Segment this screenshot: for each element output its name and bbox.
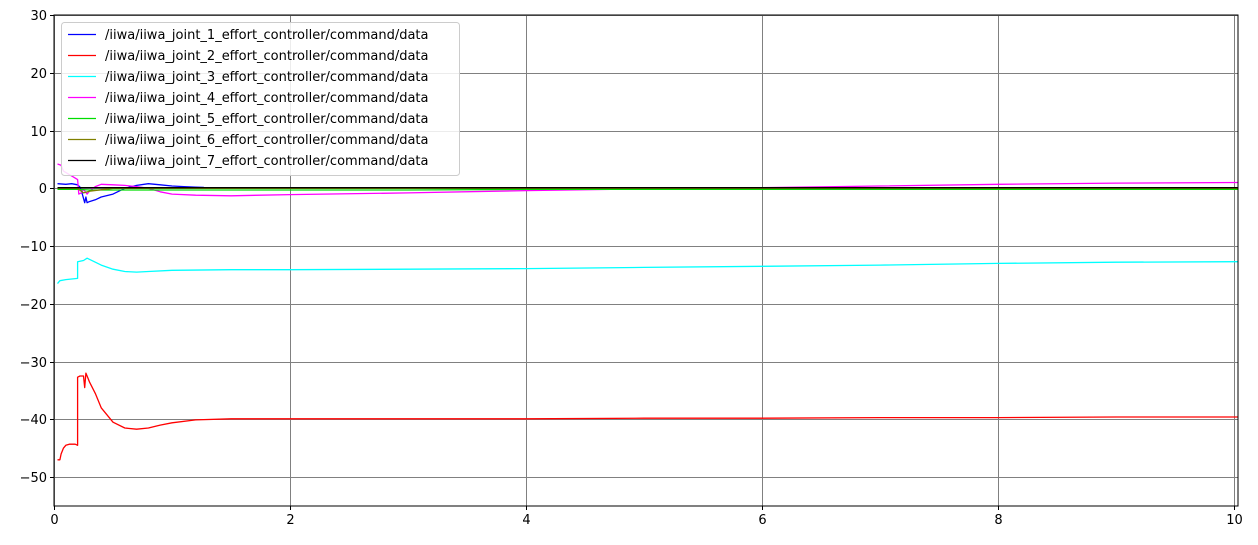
x-tick-label: 2 (286, 513, 294, 528)
x-tick-label: 4 (522, 513, 530, 528)
y-tick-label: 0 (39, 182, 47, 197)
y-tick-label: −40 (20, 413, 47, 428)
series-lines (56, 163, 1238, 461)
x-tick-label: 10 (1226, 513, 1243, 528)
legend-label: /iiwa/iiwa_joint_3_effort_controller/com… (105, 70, 428, 85)
series-line-joint-5 (57, 188, 1238, 191)
y-tick-label: −20 (20, 298, 47, 313)
y-tick-label: −30 (20, 356, 47, 371)
x-tick-label: 8 (994, 513, 1002, 528)
y-tick-label: 20 (30, 67, 47, 82)
legend: /iiwa/iiwa_joint_1_effort_controller/com… (61, 22, 460, 176)
y-tick-label: −10 (20, 240, 47, 255)
plot-area-frame (53, 14, 1239, 507)
x-tick-label: 6 (758, 513, 766, 528)
legend-label: /iiwa/iiwa_joint_1_effort_controller/com… (105, 28, 428, 43)
y-tick-label: 10 (30, 125, 47, 140)
legend-label: /iiwa/iiwa_joint_5_effort_controller/com… (105, 112, 428, 127)
x-tick-label: 0 (50, 513, 58, 528)
legend-label: /iiwa/iiwa_joint_2_effort_controller/com… (105, 49, 428, 64)
series-line-joint-2 (57, 372, 1238, 461)
legend-label: /iiwa/iiwa_joint_7_effort_controller/com… (105, 154, 428, 169)
legend-label: /iiwa/iiwa_joint_4_effort_controller/com… (105, 91, 428, 106)
legend-label: /iiwa/iiwa_joint_6_effort_controller/com… (105, 133, 428, 148)
legend-box (61, 22, 460, 176)
axis-ticks: 0 2 4 6 8 10 −50 −40 −30 −20 −10 0 10 20 30 (20, 9, 1243, 528)
series-line-joint-3 (56, 257, 1238, 285)
y-tick-label: 30 (30, 9, 47, 24)
y-tick-label: −50 (20, 471, 47, 486)
